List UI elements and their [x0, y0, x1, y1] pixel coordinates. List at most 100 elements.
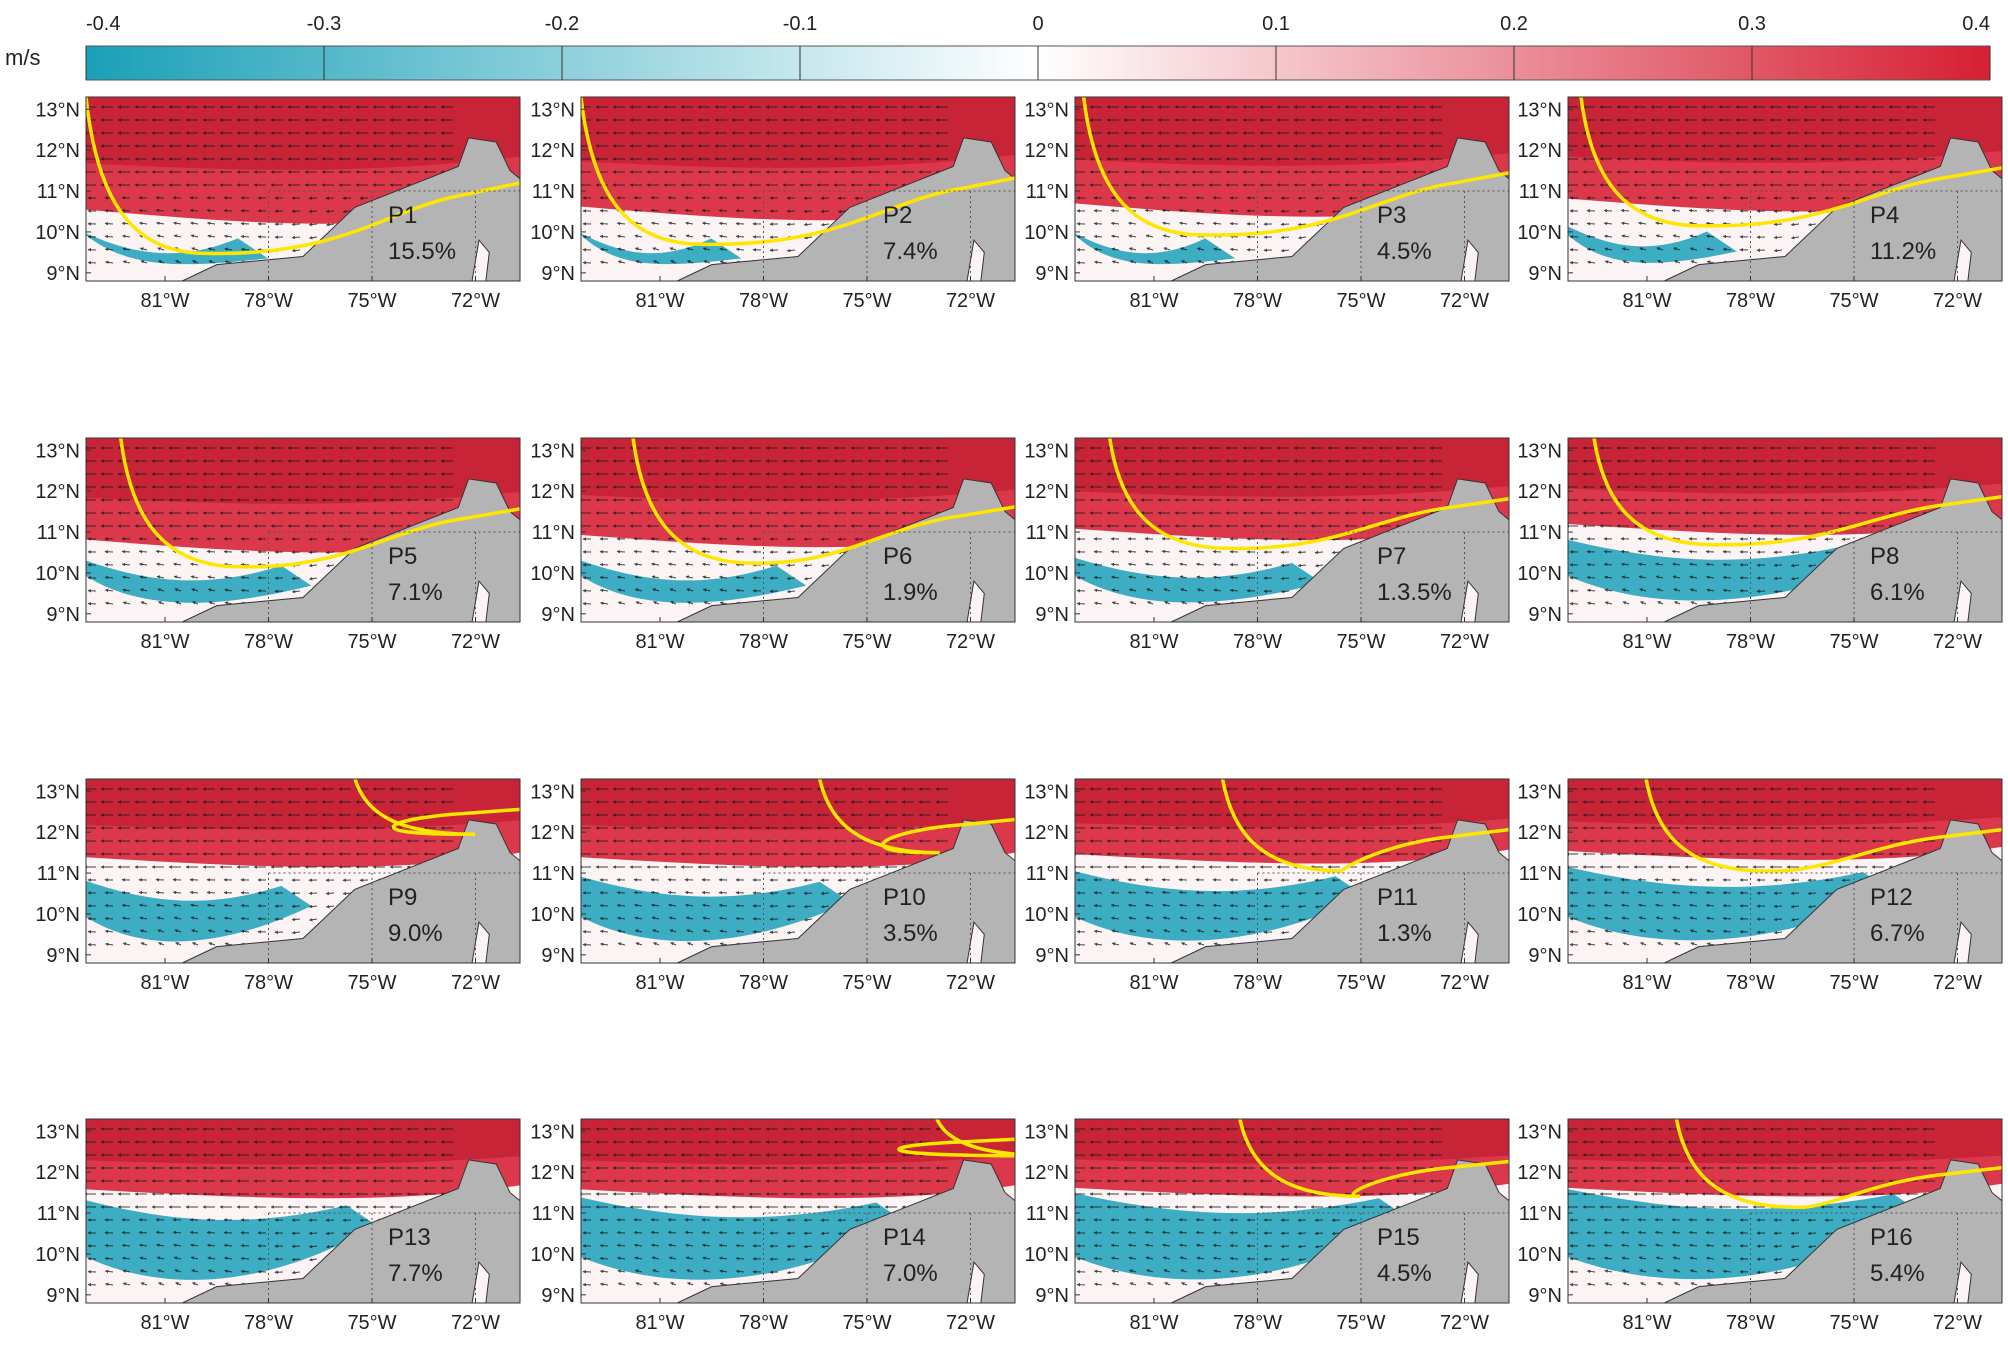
- velocity-arrow: [1161, 208, 1171, 213]
- latitude-tick-label: 12°N: [530, 822, 575, 844]
- velocity-arrow: [735, 1256, 745, 1261]
- longitude-tick-label: 81°W: [1129, 290, 1178, 312]
- positive-velocity-core: [86, 1119, 520, 1165]
- latitude-tick-label: 12°N: [35, 1162, 80, 1184]
- panel-frame: [580, 96, 1016, 282]
- velocity-arrow: [599, 903, 609, 908]
- velocity-arrow: [104, 221, 114, 226]
- panel-percent: 3.5%: [883, 920, 938, 947]
- velocity-arrow: [208, 260, 216, 264]
- velocity-arrow: [206, 208, 216, 213]
- velocity-arrow: [1093, 562, 1103, 567]
- longitude-tick-label: 78°W: [1726, 290, 1775, 312]
- velocity-arrow: [308, 235, 318, 240]
- longitude-tick-label: 81°W: [140, 1312, 189, 1334]
- colorbar-tick-label: -0.3: [307, 13, 341, 35]
- velocity-arrow: [735, 1243, 745, 1248]
- panel-label: P7: [1377, 543, 1406, 570]
- velocity-arrow: [616, 890, 626, 895]
- velocity-arrow: [803, 222, 813, 227]
- velocity-arrow: [1212, 221, 1222, 226]
- longitude-tick-label: 81°W: [635, 972, 684, 994]
- velocity-arrow: [1705, 890, 1715, 895]
- latitude-tick-label: 10°N: [1517, 222, 1562, 244]
- velocity-arrow: [139, 575, 148, 579]
- velocity-arrow: [1093, 903, 1103, 908]
- panel-label: P5: [388, 543, 417, 570]
- latitude-tick-label: 12°N: [35, 140, 80, 162]
- velocity-arrow: [684, 221, 694, 225]
- velocity-arrow: [138, 890, 148, 895]
- velocity-arrow: [1722, 234, 1732, 239]
- latitude-tick-label: 10°N: [530, 1244, 575, 1266]
- velocity-arrow: [702, 234, 711, 238]
- velocity-arrow: [138, 208, 148, 213]
- velocity-arrow: [240, 1243, 250, 1248]
- velocity-arrow: [634, 247, 643, 251]
- velocity-arrow: [240, 562, 250, 567]
- velocity-arrow: [1110, 221, 1120, 226]
- panel-percent: 9.0%: [388, 920, 443, 947]
- latitude-tick-label: 10°N: [1517, 904, 1562, 926]
- velocity-arrow: [206, 549, 216, 554]
- velocity-arrow: [1672, 234, 1681, 238]
- longitude-tick-label: 81°W: [635, 290, 684, 312]
- velocity-arrow: [308, 1231, 318, 1236]
- velocity-arrow: [719, 260, 728, 264]
- panel-map-area: [1075, 97, 1509, 281]
- velocity-arrow: [786, 1257, 796, 1262]
- velocity-arrow: [1654, 208, 1664, 213]
- velocity-arrow: [735, 221, 745, 226]
- velocity-arrow: [240, 234, 250, 239]
- latitude-tick-label: 13°N: [35, 99, 80, 121]
- latitude-tick-label: 9°N: [1035, 945, 1069, 967]
- velocity-arrow: [1314, 209, 1324, 214]
- panel-percent: 4.5%: [1377, 238, 1432, 265]
- latitude-tick-label: 10°N: [1024, 1244, 1069, 1266]
- velocity-arrow: [190, 575, 199, 579]
- velocity-arrow: [786, 917, 796, 922]
- velocity-arrow: [652, 260, 660, 264]
- velocity-arrow: [223, 549, 233, 554]
- latitude-tick-label: 13°N: [35, 1121, 80, 1143]
- velocity-arrow: [173, 575, 182, 579]
- longitude-tick-label: 78°W: [244, 290, 293, 312]
- land-mass: [182, 137, 520, 281]
- velocity-arrow: [668, 562, 677, 566]
- positive-velocity-core: [1568, 97, 2002, 163]
- velocity-arrow: [291, 235, 301, 240]
- velocity-arrow: [138, 562, 148, 567]
- velocity-arrow: [718, 562, 728, 567]
- velocity-arrow: [1722, 247, 1732, 252]
- panel-p10: 13°N 12°N 11°N 10°N 9°N 81°W 78°W 75°W 72°W P10 3.…: [530, 778, 1016, 994]
- velocity-arrow: [1110, 549, 1120, 554]
- velocity-arrow: [803, 563, 813, 568]
- velocity-arrow: [157, 247, 165, 251]
- longitude-tick-label: 75°W: [347, 631, 396, 653]
- panel-p9: 13°N 12°N 11°N 10°N 9°N 81°W 78°W 75°W 72°W P9 9.0…: [35, 778, 521, 994]
- yellow-front-line: [1579, 97, 2002, 228]
- velocity-arrow: [1127, 890, 1137, 895]
- velocity-arrow: [1180, 260, 1188, 264]
- velocity-arrow: [1297, 209, 1307, 214]
- velocity-arrow: [1110, 208, 1120, 213]
- latitude-tick-label: 12°N: [1024, 822, 1069, 844]
- velocity-arrow: [1688, 221, 1698, 226]
- longitude-tick-label: 78°W: [244, 972, 293, 994]
- land-mass: [1171, 137, 1509, 281]
- velocity-arrow: [206, 1230, 216, 1235]
- velocity-arrow: [1603, 221, 1613, 226]
- panel-percent: 6.7%: [1870, 920, 1925, 947]
- velocity-arrow: [701, 549, 711, 554]
- velocity-arrow: [223, 234, 233, 239]
- panel-percent: 6.1%: [1870, 579, 1925, 606]
- negative-velocity-region: [86, 233, 268, 265]
- latitude-tick-label: 9°N: [46, 604, 80, 626]
- velocity-arrow: [1773, 235, 1783, 240]
- velocity-arrow: [684, 208, 694, 213]
- velocity-arrow: [1807, 209, 1817, 214]
- velocity-arrow: [1280, 248, 1290, 253]
- velocity-arrow: [1722, 562, 1732, 567]
- velocity-arrow: [1144, 208, 1154, 213]
